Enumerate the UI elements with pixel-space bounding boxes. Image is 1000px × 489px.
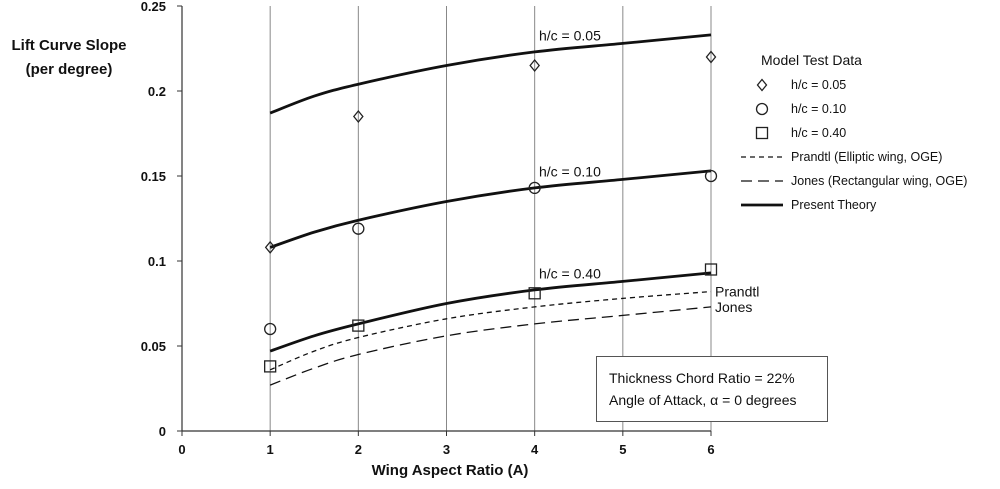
data-point-square [264,360,277,373]
y-axis-label-line2: (per degree) [25,61,113,78]
legend-label: h/c = 0.40 [791,126,847,140]
legend-items: h/c = 0.05 h/c = 0.10 h/c = 0.40 Prandtl (E… [733,73,967,217]
legend-item: h/c = 0.40 [733,121,967,145]
x-tick-label: 5 [619,442,626,457]
legend-symbol [733,197,791,213]
data-point-circle [264,322,277,336]
legend-marker-diamond [756,78,768,92]
y-tick-label: 0.2 [148,84,166,99]
y-tick-label: 0.05 [141,339,166,354]
x-tick-label: 0 [178,442,185,457]
legend-swatch [741,180,783,182]
legend-swatch [755,126,769,140]
note-line-1: Thickness Chord Ratio = 22% [609,370,795,386]
legend-item: Present Theory [733,193,967,217]
y-tick-label: 0.25 [141,0,166,14]
curve-label: Jones [715,299,752,315]
y-tick-label: 0.1 [148,254,166,269]
axes: 0 1 2 3 4 5 6 0 0.05 0.1 0.15 0.2 0.25 [141,0,715,457]
y-axis-label: Lift Curve Slope (per degree) [4,34,134,82]
legend-item: Prandtl (Elliptic wing, OGE) [733,145,967,169]
legend: Model Test Data h/c = 0.05 h/c = 0.10 h/c … [733,52,967,217]
legend-marker-circle [755,102,769,116]
legend-item: h/c = 0.05 [733,73,967,97]
y-tick-label: 0 [159,424,166,439]
series-line-h-c-0-10 [269,169,712,249]
curve-label: h/c = 0.10 [539,164,601,180]
series-line-h-c-0-05 [269,33,712,115]
legend-symbol [733,173,791,189]
data-point-circle [528,181,541,195]
x-axis-label: Wing Aspect Ratio (A) [371,462,529,479]
data-point-diamond [352,109,364,124]
legend-label: Prandtl (Elliptic wing, OGE) [791,150,943,164]
legend-item: h/c = 0.10 [733,97,967,121]
legend-swatch [755,102,769,116]
data-point-square [528,287,541,300]
data-point-diamond [705,50,717,64]
series-group [269,33,712,386]
x-tick-label: 3 [443,442,450,457]
legend-marker-square [755,126,769,140]
markers-group [264,50,718,373]
x-tick-label: 1 [267,442,274,457]
x-tick-label: 4 [531,442,539,457]
curve-label: Prandtl [715,284,759,300]
data-point-diamond [264,240,276,254]
y-tick-label: 0.15 [141,169,166,184]
grid [269,6,712,431]
data-point-square [352,319,365,332]
data-point-circle [704,169,718,183]
legend-symbol [733,77,791,93]
data-point-circle [352,222,365,235]
curve-label: h/c = 0.05 [539,28,601,44]
legend-symbol [733,101,791,117]
conditions-note-box: Thickness Chord Ratio = 22% Angle of Att… [596,356,828,422]
legend-symbol [733,125,791,141]
legend-label: h/c = 0.05 [791,78,847,92]
series-line-jones [269,306,712,386]
legend-label: Jones (Rectangular wing, OGE) [791,174,968,188]
x-tick-label: 2 [355,442,362,457]
legend-title: Model Test Data [761,52,862,68]
legend-item: Jones (Rectangular wing, OGE) [733,169,967,193]
y-axis-label-line1: Lift Curve Slope [11,37,127,54]
legend-swatch [741,203,783,207]
legend-swatch [756,78,768,92]
legend-label: Present Theory [791,198,877,212]
curve-labels: h/c = 0.05 h/c = 0.10 h/c = 0.40 PrandtlJon… [539,28,759,315]
data-point-diamond [529,58,541,73]
data-point-square [704,263,718,276]
series-line-prandtl [269,290,712,371]
legend-symbol [733,149,791,165]
legend-label: h/c = 0.10 [791,102,847,116]
note-line-2: Angle of Attack, α = 0 degrees [609,392,797,408]
curve-label: h/c = 0.40 [539,266,601,282]
legend-swatch [741,156,783,158]
x-tick-label: 6 [707,442,714,457]
series-line-h-c-0-40 [269,271,712,353]
